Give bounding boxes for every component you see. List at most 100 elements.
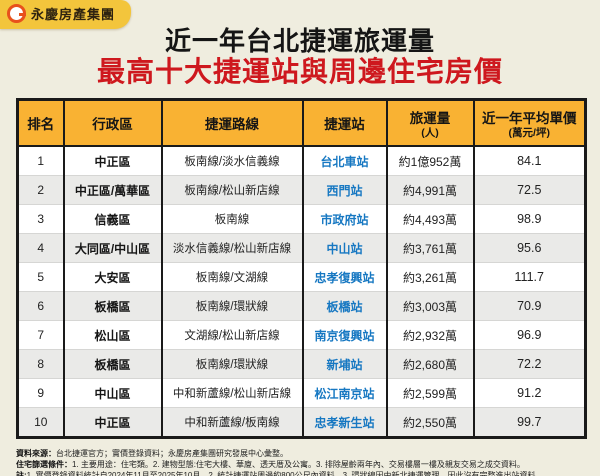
header-ridership-label: 旅運量: [409, 111, 451, 126]
mrt-station-cell: 板橋站: [301, 291, 387, 321]
price-cell: 72.2: [472, 349, 586, 379]
header-ridership-unit: (人): [421, 127, 439, 139]
rank-cell: 4: [17, 233, 64, 263]
title-line1-emphasis: 旅運量: [354, 26, 436, 56]
yungching-ring-icon: [7, 4, 26, 23]
rank-cell: 7: [17, 320, 64, 350]
footnote-filter-text: 1. 主要用途：住宅類。2. 建物型態:住宅大樓、華廈、透天厝及公寓。3. 排除…: [72, 460, 525, 469]
price-cell: 111.7: [472, 262, 586, 292]
mrt-station-cell: 中山站: [301, 233, 387, 263]
price-cell: 72.5: [472, 175, 586, 205]
ridership-cell: 約1億952萬: [385, 145, 474, 176]
footnote-note-label: 註:: [16, 471, 27, 476]
rank-cell: 8: [17, 349, 64, 379]
price-cell: 99.7: [472, 407, 586, 438]
table-header: 排名 行政區 捷運路線 捷運站 旅運量 (人) 近一年平均單價 (萬元/坪): [17, 99, 586, 147]
price-cell: 91.2: [472, 378, 586, 408]
mrt-lines-cell: 板南線/環狀線: [160, 349, 303, 379]
rank-cell: 1: [17, 145, 64, 176]
table-row: 3 信義區 板南線 市政府站 約4,493萬 98.9: [17, 204, 586, 234]
ridership-cell: 約2,550萬: [385, 407, 474, 438]
district-cell: 大同區/中山區: [62, 233, 162, 263]
ridership-cell: 約4,493萬: [385, 204, 474, 234]
district-cell: 大安區: [62, 262, 162, 292]
ridership-cell: 約2,680萬: [385, 349, 474, 379]
price-cell: 96.9: [472, 320, 586, 350]
ridership-cell: 約2,599萬: [385, 378, 474, 408]
footnote-source: 資料來源：台北捷運官方；實價登錄資料；永慶房產集團研究發展中心彙整。: [16, 448, 584, 459]
mrt-ranking-table: 排名 行政區 捷運路線 捷運站 旅運量 (人) 近一年平均單價 (萬元/坪) 1 中…: [16, 98, 587, 439]
header-district: 行政區: [62, 99, 162, 147]
price-cell: 70.9: [472, 291, 586, 321]
rank-cell: 10: [17, 407, 64, 438]
mrt-station-cell: 台北車站: [301, 145, 387, 176]
footnote-source-text: 台北捷運官方；實價登錄資料；永慶房產集團研究發展中心彙整。: [56, 449, 288, 458]
title-line1-prefix: 近一年台北捷運: [164, 26, 354, 56]
mrt-station-cell: 南京復興站: [301, 320, 387, 350]
title-line2: 最高十大捷運站與周邊住宅房價: [96, 56, 503, 87]
district-cell: 板橋區: [62, 349, 162, 379]
mrt-lines-cell: 板南線: [160, 204, 303, 234]
mrt-station-cell: 新埔站: [301, 349, 387, 379]
mrt-lines-cell: 中和新蘆線/松山新店線: [160, 378, 303, 408]
mrt-lines-cell: 板南線/淡水信義線: [160, 145, 303, 176]
footnote-note: 註:1. 實價登錄資料統計自2024年11月至2025年10月。2. 統計捷運站…: [16, 470, 584, 476]
brand-name: 永慶房產集團: [31, 7, 116, 22]
header-row: 排名 行政區 捷運路線 捷運站 旅運量 (人) 近一年平均單價 (萬元/坪): [17, 99, 586, 147]
footnote-filter-label: 住宅篩選條件：: [16, 460, 72, 469]
header-mrt-station: 捷運站: [301, 99, 387, 147]
footnote-note-text: 1. 實價登錄資料統計自2024年11月至2025年10月。2. 統計捷運站周邊…: [26, 471, 544, 476]
rank-cell: 3: [17, 204, 64, 234]
ridership-cell: 約3,761萬: [385, 233, 474, 263]
rank-cell: 2: [17, 175, 64, 205]
header-rank: 排名: [17, 99, 64, 147]
mrt-lines-cell: 板南線/環狀線: [160, 291, 303, 321]
district-cell: 板橋區: [62, 291, 162, 321]
mrt-station-cell: 忠孝復興站: [301, 262, 387, 292]
header-mrt-lines: 捷運路線: [160, 99, 303, 147]
mrt-lines-cell: 板南線/文湖線: [160, 262, 303, 292]
table-row: 9 中山區 中和新蘆線/松山新店線 松江南京站 約2,599萬 91.2: [17, 378, 586, 408]
table-row: 6 板橋區 板南線/環狀線 板橋站 約3,003萬 70.9: [17, 291, 586, 321]
mrt-station-cell: 西門站: [301, 175, 387, 205]
price-cell: 98.9: [472, 204, 586, 234]
table-row: 2 中正區/萬華區 板南線/松山新店線 西門站 約4,991萬 72.5: [17, 175, 586, 205]
header-ridership: 旅運量 (人): [385, 99, 474, 147]
ridership-cell: 約3,261萬: [385, 262, 474, 292]
mrt-station-cell: 松江南京站: [301, 378, 387, 408]
district-cell: 松山區: [62, 320, 162, 350]
ridership-cell: 約4,991萬: [385, 175, 474, 205]
price-cell: 95.6: [472, 233, 586, 263]
footnotes: 資料來源：台北捷運官方；實價登錄資料；永慶房產集團研究發展中心彙整。 住宅篩選條…: [16, 448, 584, 476]
brand-logo-badge: 永慶房產集團: [0, 0, 132, 29]
price-cell: 84.1: [472, 145, 586, 176]
footnote-filter: 住宅篩選條件：1. 主要用途：住宅類。2. 建物型態:住宅大樓、華廈、透天厝及公…: [16, 459, 584, 470]
mrt-station-cell: 市政府站: [301, 204, 387, 234]
district-cell: 中正區: [62, 407, 162, 438]
table-row: 5 大安區 板南線/文湖線 忠孝復興站 約3,261萬 111.7: [17, 262, 586, 292]
ridership-cell: 約2,932萬: [385, 320, 474, 350]
table-wrap: 排名 行政區 捷運路線 捷運站 旅運量 (人) 近一年平均單價 (萬元/坪) 1 中…: [16, 98, 587, 439]
rank-cell: 9: [17, 378, 64, 408]
table-row: 4 大同區/中山區 淡水信義線/松山新店線 中山站 約3,761萬 95.6: [17, 233, 586, 263]
district-cell: 信義區: [62, 204, 162, 234]
header-avg-price: 近一年平均單價 (萬元/坪): [472, 99, 586, 147]
table-row: 8 板橋區 板南線/環狀線 新埔站 約2,680萬 72.2: [17, 349, 586, 379]
table-body: 1 中正區 板南線/淡水信義線 台北車站 約1億952萬 84.1 2 中正區/…: [17, 145, 586, 438]
title-block: 近一年台北捷運旅運量 最高十大捷運站與周邊住宅房價: [0, 0, 600, 88]
table-row: 7 松山區 文湖線/松山新店線 南京復興站 約2,932萬 96.9: [17, 320, 586, 350]
mrt-lines-cell: 板南線/松山新店線: [160, 175, 303, 205]
mrt-lines-cell: 淡水信義線/松山新店線: [160, 233, 303, 263]
mrt-station-cell: 忠孝新生站: [301, 407, 387, 438]
footnote-source-label: 資料來源：: [16, 449, 56, 458]
table-row: 10 中正區 中和新蘆線/板南線 忠孝新生站 約2,550萬 99.7: [17, 407, 586, 438]
rank-cell: 6: [17, 291, 64, 321]
table-row: 1 中正區 板南線/淡水信義線 台北車站 約1億952萬 84.1: [17, 145, 586, 176]
district-cell: 中山區: [62, 378, 162, 408]
mrt-lines-cell: 中和新蘆線/板南線: [160, 407, 303, 438]
header-avg-price-label: 近一年平均單價: [482, 111, 577, 126]
district-cell: 中正區/萬華區: [62, 175, 162, 205]
rank-cell: 5: [17, 262, 64, 292]
title-line1: 近一年台北捷運旅運量: [0, 26, 600, 56]
